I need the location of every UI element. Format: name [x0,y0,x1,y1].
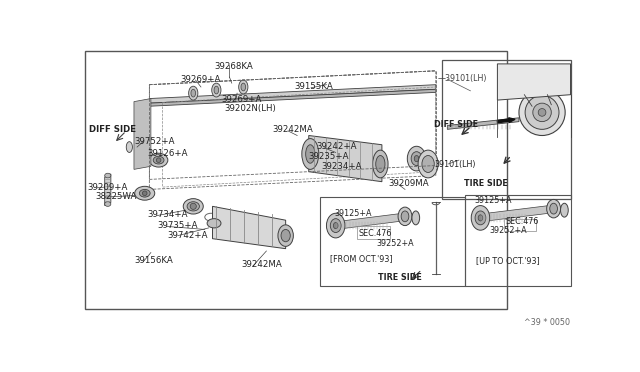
Polygon shape [105,174,111,206]
Ellipse shape [326,213,345,238]
Bar [86,51,508,309]
Ellipse shape [149,153,168,167]
Polygon shape [447,118,519,129]
Bar [357,226,390,239]
Text: 39209MA: 39209MA [388,179,429,188]
Text: 39252+A: 39252+A [490,225,527,235]
Text: 39234+A: 39234+A [322,163,362,171]
Ellipse shape [278,225,293,246]
Ellipse shape [412,211,420,225]
Ellipse shape [547,199,561,218]
Text: SEC.476: SEC.476 [505,217,538,226]
Ellipse shape [333,222,338,229]
Ellipse shape [191,89,196,97]
Text: DIFF SIDE: DIFF SIDE [435,120,478,129]
Text: —39101(LH): —39101(LH) [437,74,487,83]
Ellipse shape [140,189,150,197]
Text: 39209+A: 39209+A [88,183,128,192]
Polygon shape [308,135,382,182]
Ellipse shape [126,142,132,153]
FancyArrow shape [497,118,515,123]
Ellipse shape [212,83,221,97]
Ellipse shape [306,145,315,163]
Ellipse shape [105,202,111,206]
Circle shape [519,89,565,135]
Text: 39126+A: 39126+A [148,148,188,158]
Ellipse shape [207,219,221,228]
Text: 39235+A: 39235+A [308,153,349,161]
Bar [465,195,570,286]
Ellipse shape [241,83,246,91]
Bar [442,60,570,199]
Text: 39734+A: 39734+A [147,210,188,219]
Ellipse shape [475,211,486,225]
Ellipse shape [302,139,319,169]
Text: 39242+A: 39242+A [316,142,357,151]
Circle shape [538,109,546,116]
Text: 38225WA: 38225WA [95,192,137,202]
Ellipse shape [550,203,557,214]
Ellipse shape [372,150,388,178]
Text: 39101(LH): 39101(LH) [435,160,476,169]
Polygon shape [336,212,409,230]
Text: [UP TO OCT.'93]: [UP TO OCT.'93] [476,256,540,265]
Bar [320,197,465,286]
Ellipse shape [376,155,385,173]
Polygon shape [497,64,570,100]
Ellipse shape [561,203,568,217]
Text: 39268KA: 39268KA [214,62,253,71]
Text: 39269+A: 39269+A [221,95,262,104]
Ellipse shape [418,150,438,178]
Text: 39269+A: 39269+A [180,76,221,84]
Text: 39156KA: 39156KA [134,256,173,265]
Text: TIRE SIDE: TIRE SIDE [463,179,508,188]
Ellipse shape [281,230,291,242]
Text: TIRE SIDE: TIRE SIDE [378,273,422,282]
Text: 39742+A: 39742+A [168,231,209,240]
Polygon shape [134,99,151,169]
Bar [504,219,536,231]
Ellipse shape [401,211,409,222]
Text: 39125+A: 39125+A [474,196,512,205]
Text: 39202N(LH): 39202N(LH) [224,104,276,113]
Ellipse shape [183,199,204,214]
Polygon shape [149,89,436,106]
Ellipse shape [190,203,196,209]
Ellipse shape [153,156,164,164]
Ellipse shape [105,173,111,178]
Text: 39252+A: 39252+A [376,240,414,248]
Text: 39735+A: 39735+A [157,221,198,230]
Ellipse shape [398,207,412,225]
Text: 39752+A: 39752+A [134,137,175,146]
Ellipse shape [422,155,435,173]
Text: ^39 * 0050: ^39 * 0050 [524,318,570,327]
Circle shape [525,96,559,129]
Text: [FROM OCT.'93]: [FROM OCT.'93] [330,254,392,263]
Polygon shape [481,205,555,222]
Ellipse shape [471,206,490,230]
Ellipse shape [189,86,198,100]
Ellipse shape [214,86,219,94]
Text: 39125+A: 39125+A [334,209,372,218]
Polygon shape [212,206,285,249]
Ellipse shape [187,202,200,211]
Ellipse shape [478,215,483,221]
Circle shape [533,103,551,122]
Ellipse shape [156,158,161,163]
Text: DIFF SIDE: DIFF SIDE [90,125,136,135]
Text: 39242MA: 39242MA [242,260,282,269]
Ellipse shape [143,191,147,196]
Text: 39242MA: 39242MA [273,125,314,134]
Text: SEC.476: SEC.476 [359,230,392,238]
Ellipse shape [414,155,419,162]
Ellipse shape [411,152,422,166]
Polygon shape [149,85,436,103]
Ellipse shape [330,219,341,232]
Ellipse shape [135,186,155,200]
Ellipse shape [239,80,248,94]
Text: 39155KA: 39155KA [294,81,333,91]
Ellipse shape [407,146,426,171]
